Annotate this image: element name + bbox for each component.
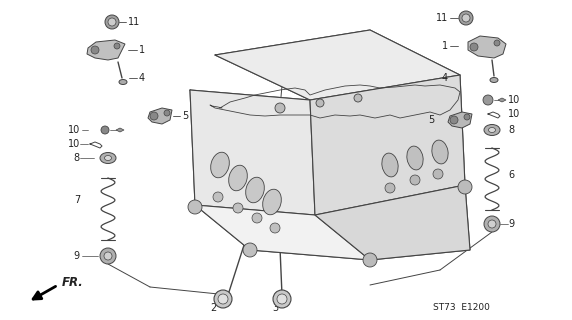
Ellipse shape bbox=[407, 146, 423, 170]
Circle shape bbox=[494, 40, 500, 46]
Circle shape bbox=[164, 110, 170, 116]
Text: 11: 11 bbox=[436, 13, 448, 23]
Ellipse shape bbox=[210, 152, 229, 178]
Text: 9: 9 bbox=[74, 251, 80, 261]
Circle shape bbox=[105, 15, 119, 29]
Circle shape bbox=[233, 203, 243, 213]
Text: 9: 9 bbox=[508, 219, 514, 229]
Polygon shape bbox=[190, 90, 315, 215]
Circle shape bbox=[450, 116, 458, 124]
Text: 2: 2 bbox=[210, 303, 216, 313]
Polygon shape bbox=[315, 185, 470, 260]
Text: 4: 4 bbox=[139, 73, 145, 83]
Text: 1: 1 bbox=[139, 45, 145, 55]
Ellipse shape bbox=[100, 153, 116, 164]
Text: 1: 1 bbox=[442, 41, 448, 51]
Text: ST73  E1200: ST73 E1200 bbox=[433, 303, 490, 312]
Circle shape bbox=[91, 46, 99, 54]
Ellipse shape bbox=[490, 77, 498, 83]
Circle shape bbox=[354, 94, 362, 102]
Circle shape bbox=[464, 114, 470, 120]
Circle shape bbox=[316, 99, 324, 107]
Ellipse shape bbox=[488, 127, 495, 132]
Ellipse shape bbox=[432, 140, 448, 164]
Ellipse shape bbox=[382, 153, 398, 177]
Polygon shape bbox=[498, 98, 506, 102]
Ellipse shape bbox=[119, 79, 127, 84]
Polygon shape bbox=[468, 36, 506, 58]
Text: 4: 4 bbox=[442, 73, 448, 83]
Polygon shape bbox=[148, 108, 172, 124]
Text: 8: 8 bbox=[74, 153, 80, 163]
Polygon shape bbox=[116, 128, 124, 132]
Circle shape bbox=[213, 192, 223, 202]
Polygon shape bbox=[87, 40, 125, 60]
Circle shape bbox=[101, 126, 109, 134]
Text: 8: 8 bbox=[508, 125, 514, 135]
Text: FR.: FR. bbox=[62, 276, 84, 290]
Circle shape bbox=[363, 253, 377, 267]
Circle shape bbox=[108, 18, 116, 26]
Circle shape bbox=[275, 103, 285, 113]
Circle shape bbox=[252, 213, 262, 223]
Circle shape bbox=[488, 220, 496, 228]
Circle shape bbox=[470, 43, 478, 51]
Circle shape bbox=[277, 294, 287, 304]
Ellipse shape bbox=[263, 189, 281, 215]
Circle shape bbox=[114, 43, 120, 49]
Text: 5: 5 bbox=[182, 111, 188, 121]
Text: 11: 11 bbox=[128, 17, 140, 27]
Polygon shape bbox=[195, 205, 370, 260]
Text: 10: 10 bbox=[67, 139, 80, 149]
Polygon shape bbox=[215, 30, 460, 100]
Circle shape bbox=[433, 169, 443, 179]
Ellipse shape bbox=[484, 124, 500, 135]
Circle shape bbox=[100, 248, 116, 264]
Text: 10: 10 bbox=[67, 125, 80, 135]
Text: 3: 3 bbox=[272, 303, 278, 313]
Circle shape bbox=[104, 252, 112, 260]
Circle shape bbox=[459, 11, 473, 25]
Text: 7: 7 bbox=[74, 195, 80, 205]
Polygon shape bbox=[448, 112, 472, 128]
Ellipse shape bbox=[246, 177, 264, 203]
Circle shape bbox=[214, 290, 232, 308]
Text: 5: 5 bbox=[428, 115, 434, 125]
Ellipse shape bbox=[105, 156, 112, 161]
Circle shape bbox=[458, 180, 472, 194]
Circle shape bbox=[243, 243, 257, 257]
Circle shape bbox=[188, 200, 202, 214]
Text: 10: 10 bbox=[508, 109, 521, 119]
Circle shape bbox=[150, 112, 158, 120]
Circle shape bbox=[218, 294, 228, 304]
Text: 6: 6 bbox=[508, 170, 514, 180]
Circle shape bbox=[484, 216, 500, 232]
Circle shape bbox=[410, 175, 420, 185]
Circle shape bbox=[462, 14, 470, 22]
Text: 10: 10 bbox=[508, 95, 521, 105]
Circle shape bbox=[385, 183, 395, 193]
Polygon shape bbox=[310, 75, 465, 215]
Circle shape bbox=[483, 95, 493, 105]
Ellipse shape bbox=[229, 165, 247, 191]
Circle shape bbox=[273, 290, 291, 308]
Circle shape bbox=[270, 223, 280, 233]
